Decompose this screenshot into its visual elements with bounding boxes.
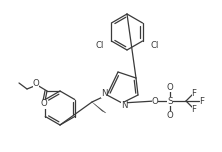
Text: N: N [101, 88, 107, 97]
Text: S: S [167, 97, 173, 105]
Text: F: F [192, 88, 196, 97]
Text: O: O [167, 83, 173, 92]
Text: O: O [33, 78, 39, 88]
Text: F: F [200, 97, 204, 105]
Text: Cl: Cl [151, 40, 159, 50]
Polygon shape [92, 102, 106, 113]
Text: O: O [167, 111, 173, 119]
Text: O: O [152, 97, 158, 105]
Text: F: F [192, 105, 196, 114]
Text: O: O [41, 100, 47, 109]
Text: N: N [121, 102, 127, 111]
Text: Cl: Cl [95, 40, 103, 50]
